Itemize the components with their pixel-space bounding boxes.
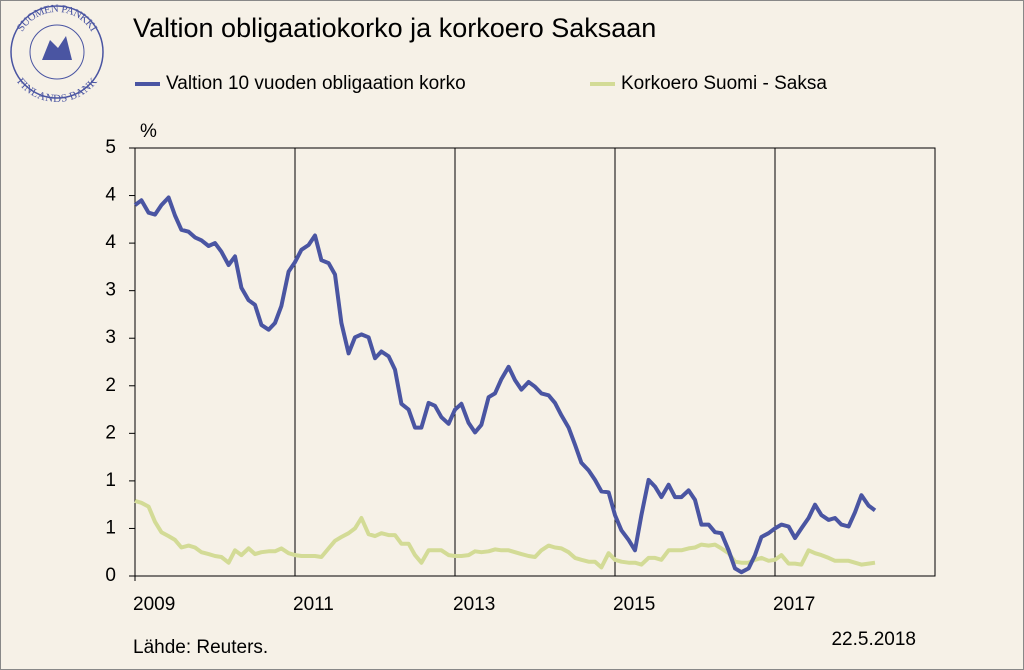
x-tick-label: 2011 xyxy=(293,594,334,615)
date: 22.5.2018 xyxy=(831,629,916,650)
series-line xyxy=(133,195,877,575)
x-tick-label: 2009 xyxy=(133,594,175,615)
y-tick-label: 2 xyxy=(105,422,116,443)
legend-label: Korkoero Suomi - Saksa xyxy=(621,73,827,94)
y-tick-label: 1 xyxy=(105,470,116,491)
y-tick-label: 4 xyxy=(105,185,116,206)
y-tick-label: 5 xyxy=(105,137,116,158)
source: Lähde: Reuters. xyxy=(133,637,268,658)
logo-inner xyxy=(29,24,85,80)
y-tick-label: 3 xyxy=(105,327,116,348)
y-tick-label: 1 xyxy=(105,517,116,538)
x-tick-label: 2015 xyxy=(613,594,655,615)
y-tick-label: 0 xyxy=(105,565,116,586)
x-tick-label: 2013 xyxy=(453,594,495,615)
chart-title: Valtion obligaatiokorko ja korkoero Saks… xyxy=(133,13,656,43)
y-axis-label: % xyxy=(140,121,157,142)
legend-label: Valtion 10 vuoden obligaation korko xyxy=(166,73,466,94)
logo-ring xyxy=(10,5,104,99)
y-tick-label: 3 xyxy=(105,280,116,301)
y-tick-label: 2 xyxy=(105,375,116,396)
y-tick-label: 4 xyxy=(105,232,116,253)
logo-lion xyxy=(42,36,72,60)
plot-frame xyxy=(134,147,936,577)
x-tick-label: 2017 xyxy=(773,594,815,615)
